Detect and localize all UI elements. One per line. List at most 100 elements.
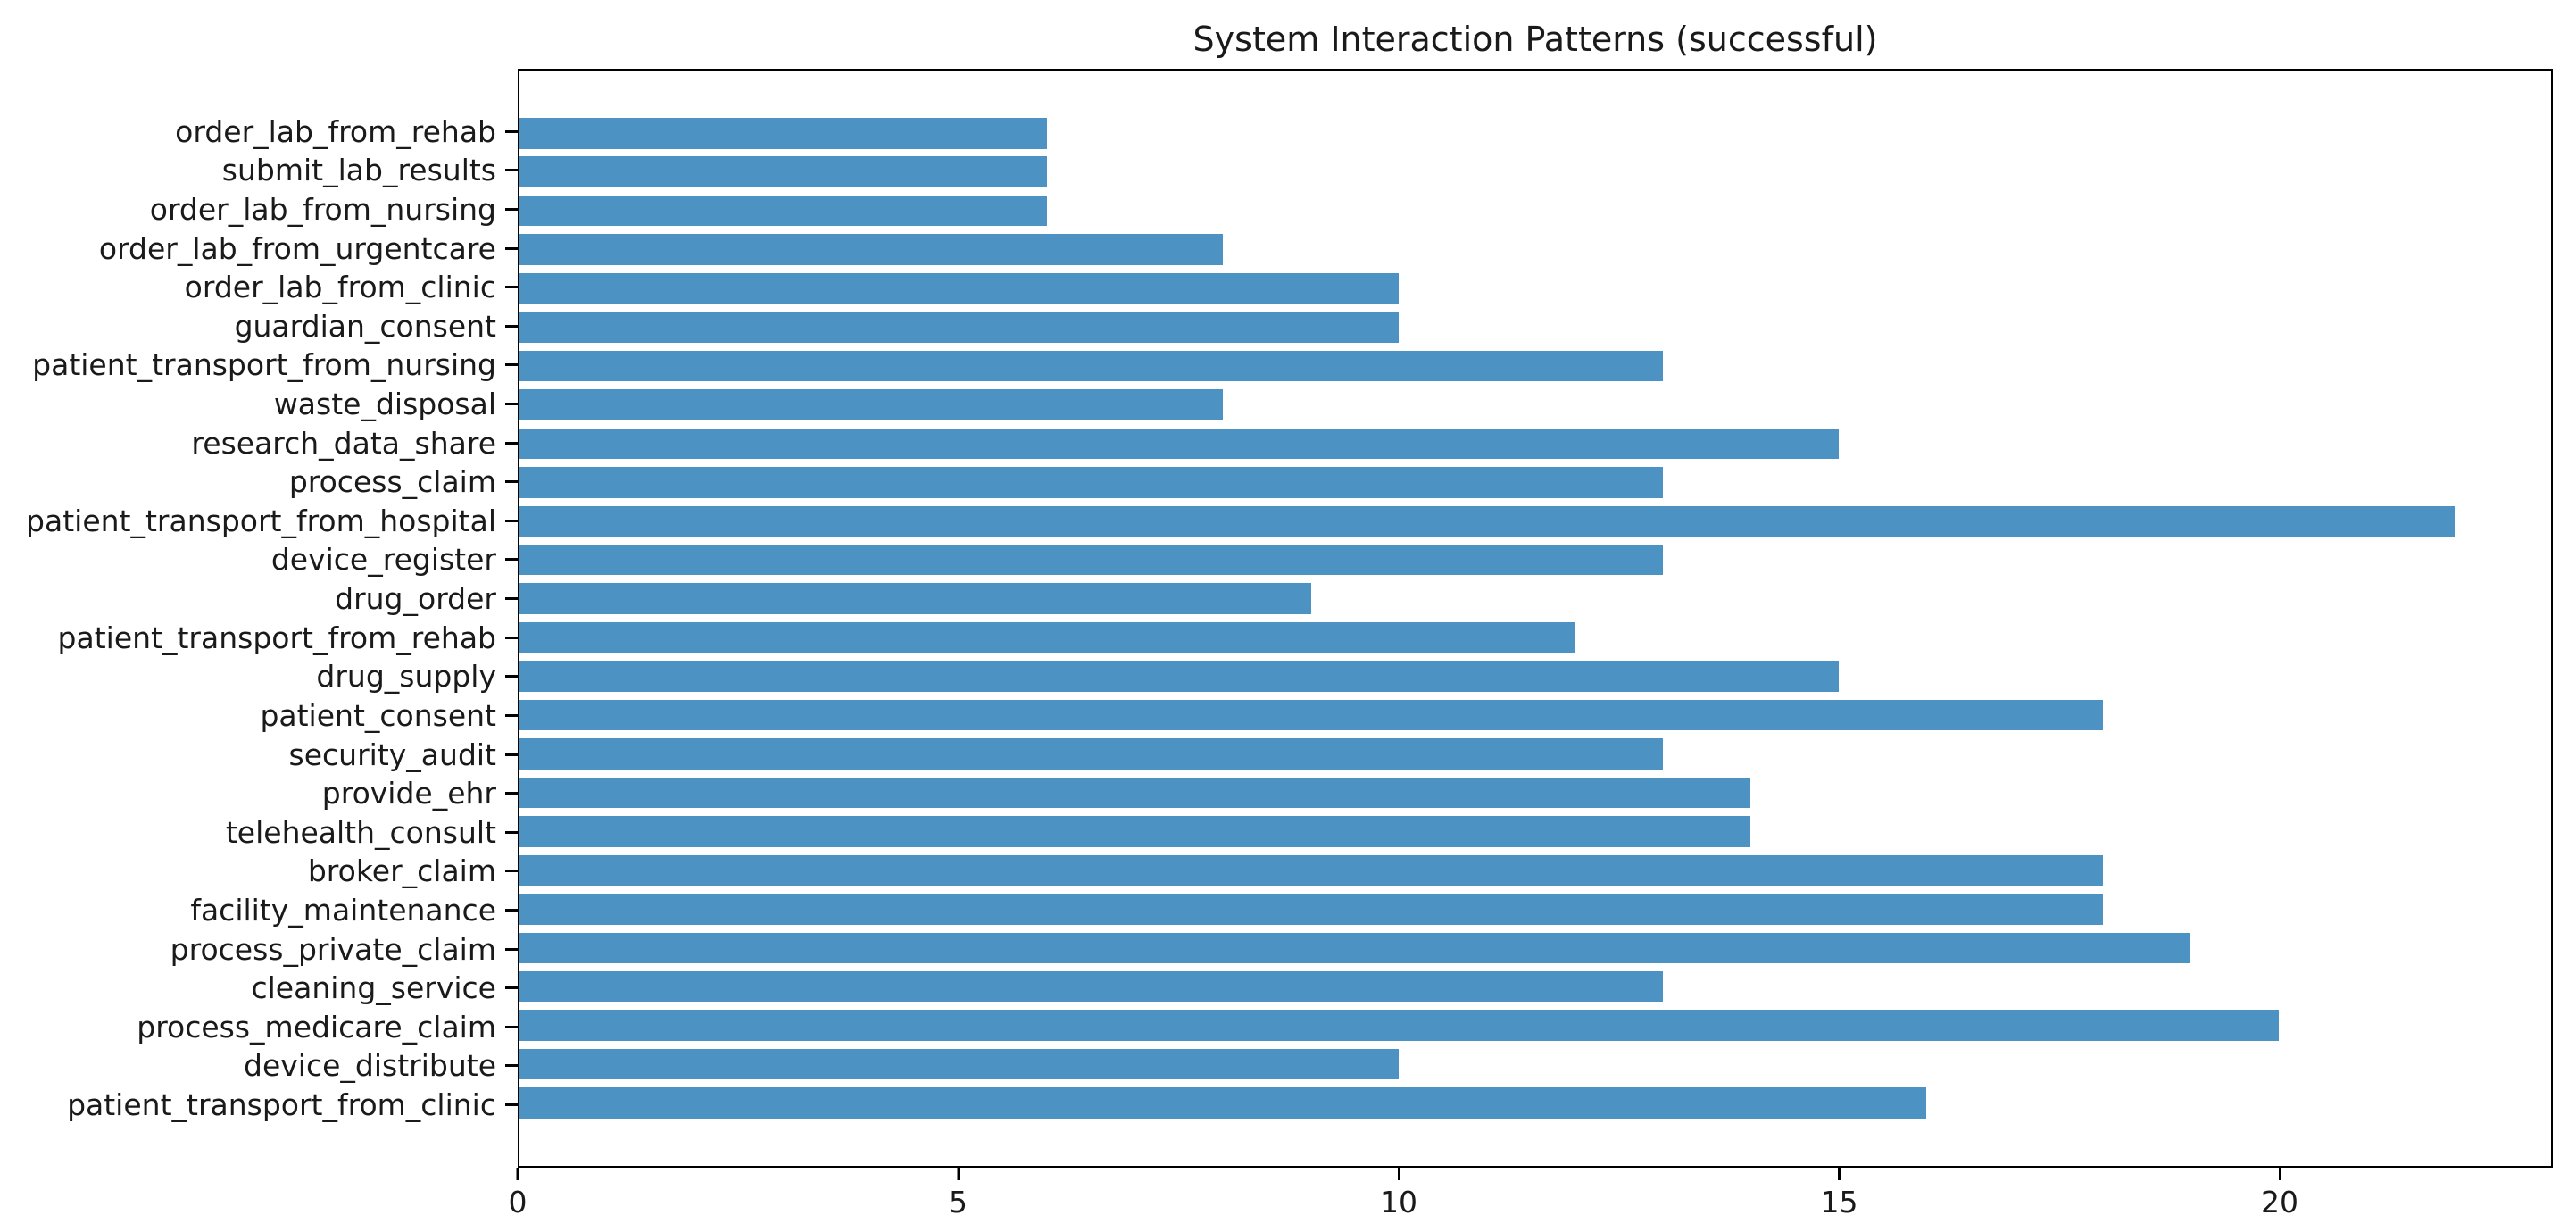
y-label-row: process_medicare_claim [0,1011,518,1043]
y-label-row: drug_order [0,583,518,614]
category-label: guardian_consent [234,308,496,344]
bar-row [519,272,2551,304]
y-tick-mark [505,830,518,834]
x-tick-label: 20 [2261,1185,2299,1220]
y-tick-mark [505,870,518,873]
y-tick-mark [505,363,518,367]
category-label: process_claim [288,464,496,500]
y-label-row: device_register [0,545,518,576]
y-tick-mark [505,1025,518,1028]
y-tick-mark [505,441,518,445]
bar-row [519,699,2551,731]
bar-row [519,234,2551,265]
category-label: process_medicare_claim [137,1009,496,1045]
category-label: patient_transport_from_clinic [67,1086,496,1122]
y-tick-mark [505,403,518,406]
x-tick: 15 [1821,1168,1858,1217]
bar [519,777,1751,809]
category-label: patient_transport_from_hospital [26,503,496,538]
bar [519,389,1224,420]
bar-row [519,1010,2551,1041]
y-label-row: cleaning_service [0,972,518,1003]
bar-row [519,467,2551,498]
bar [519,195,1048,227]
y-tick-mark [505,246,518,250]
bar-row [519,312,2551,343]
category-label: drug_order [335,581,496,617]
y-label-row: patient_transport_from_clinic [0,1089,518,1120]
bar-row [519,661,2551,692]
category-label: patient_transport_from_rehab [57,620,496,655]
y-label-row: research_data_share [0,428,518,459]
y-label-row: guardian_consent [0,311,518,342]
y-label-row: patient_transport_from_hospital [0,505,518,537]
y-tick-mark [505,129,518,133]
y-tick-mark [505,207,518,211]
x-tick-mark [1397,1168,1400,1180]
bar [519,816,1751,847]
category-label: provide_ehr [321,776,496,812]
category-label: order_lab_from_nursing [149,191,496,227]
bar [519,621,1575,653]
y-tick-mark [505,636,518,639]
y-tick-mark [505,792,518,795]
category-label: submit_lab_results [221,153,496,188]
y-tick-mark [505,169,518,172]
y-label-row: submit_lab_results [0,155,518,187]
category-label: cleaning_service [251,970,497,1006]
bar-row [519,738,2551,770]
plot-area [518,69,2553,1168]
bar-row [519,195,2551,227]
bar-row [519,1087,2551,1119]
bar [519,583,1311,614]
bar-row [519,156,2551,187]
bar [519,1048,1400,1080]
category-label: process_private_claim [170,931,496,967]
bar [519,661,1839,692]
y-tick-mark [505,480,518,484]
bar [519,505,2455,537]
bar [519,234,1224,265]
y-label-row: security_audit [0,739,518,770]
bar-row [519,932,2551,964]
bar-row [519,389,2551,420]
bar [519,932,2191,964]
y-tick-mark [505,597,518,601]
x-tick: 5 [949,1168,968,1217]
y-label-row: broker_claim [0,856,518,887]
x-tick-mark [2278,1168,2281,1180]
x-tick-label: 10 [1380,1185,1417,1220]
bar [519,428,1839,460]
chart-title: System Interaction Patterns (successful) [1192,20,1878,59]
bar-row [519,894,2551,925]
y-tick-mark [505,986,518,990]
y-label-row: process_claim [0,466,518,497]
bar-row [519,816,2551,847]
bar [519,738,1663,770]
y-tick-mark [505,519,518,522]
category-label: order_lab_from_urgentcare [98,230,496,266]
y-label-row: patient_transport_from_nursing [0,350,518,381]
bar [519,544,1663,576]
y-tick-mark [505,286,518,289]
category-label: research_data_share [191,425,496,461]
bar [519,894,2103,925]
x-tick-mark [516,1168,519,1180]
y-label-row: telehealth_consult [0,817,518,848]
x-tick-label: 0 [508,1185,528,1220]
y-label-row: order_lab_from_urgentcare [0,233,518,264]
x-tick-mark [957,1168,960,1180]
bar-row [519,350,2551,382]
y-label-row: patient_transport_from_rehab [0,622,518,653]
category-label: patient_transport_from_nursing [32,347,496,383]
y-label-row: order_lab_from_nursing [0,194,518,225]
y-label-row: patient_consent [0,700,518,731]
bars-container [519,118,2551,1119]
category-label: telehealth_consult [225,814,496,850]
x-tick-label: 5 [949,1185,968,1220]
category-label: device_distribute [244,1048,496,1084]
y-label-row: order_lab_from_clinic [0,271,518,303]
y-tick-mark [505,558,518,562]
y-tick-mark [505,908,518,912]
